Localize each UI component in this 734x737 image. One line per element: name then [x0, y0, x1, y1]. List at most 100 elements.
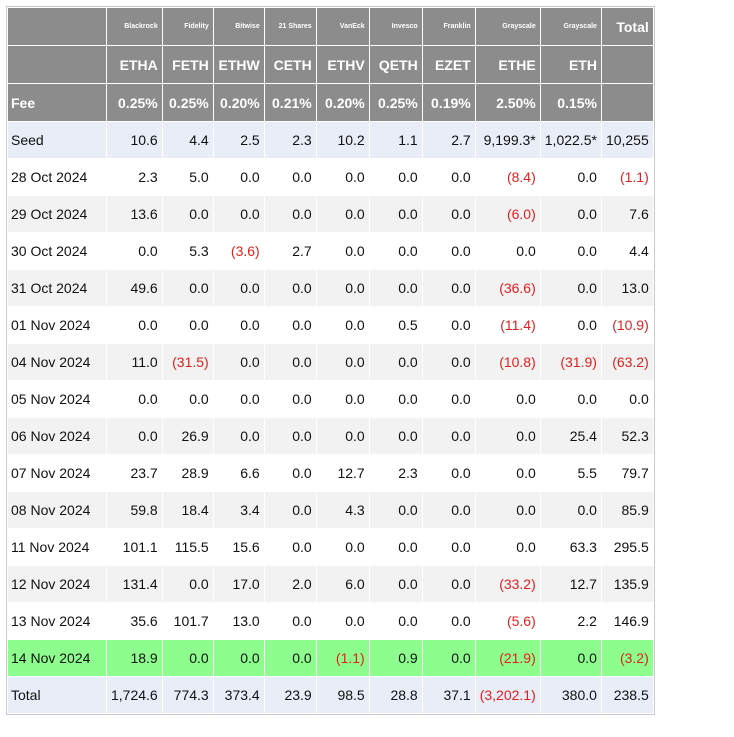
ticker-cell: ETHA [107, 46, 162, 83]
row-total-cell: 10,255 [601, 122, 653, 158]
flow-cell: 0.0 [213, 381, 264, 417]
flow-cell: 0.0 [540, 270, 601, 306]
row-total-cell: (10.9) [601, 307, 653, 343]
ticker-cell: ETHE [475, 46, 540, 83]
ticker-cell: ETHW [213, 46, 264, 83]
flow-cell: 0.0 [422, 603, 475, 639]
table-row: 14 Nov 2024 18.9 0.0 0.0 0.0 (1.1) 0.9 0.0 (21.9… [8, 640, 653, 676]
flow-cell: 0.0 [264, 196, 316, 232]
row-label: 07 Nov 2024 [8, 455, 106, 491]
flow-cell: 2.0 [264, 566, 316, 602]
table-row: 05 Nov 2024 0.0 0.0 0.0 0.0 0.0 0.0 0.0 0.0 0.0 0.… [8, 381, 653, 417]
issuer-cell: Grayscale [475, 8, 540, 45]
flow-cell: 0.0 [422, 344, 475, 380]
flow-cell: 0.0 [540, 233, 601, 269]
ticker-header-row: ETHA FETH ETHW CETH ETHV QETH EZET ETHE … [8, 46, 653, 83]
flow-cell: 0.0 [264, 344, 316, 380]
flow-cell: 0.0 [264, 159, 316, 195]
fee-cell: 0.15% [540, 84, 601, 121]
row-label: Seed [8, 122, 106, 158]
flow-cell: 13.0 [213, 603, 264, 639]
flow-cell: 17.0 [213, 566, 264, 602]
flows-table-body: Seed 10.6 4.4 2.5 2.3 10.2 1.1 2.7 9,199.3* 1,022… [8, 122, 653, 713]
fee-cell: 0.19% [422, 84, 475, 121]
flow-cell: 0.0 [316, 381, 369, 417]
flow-cell: (5.6) [475, 603, 540, 639]
flow-cell: 373.4 [213, 677, 264, 713]
fee-cell-empty [601, 84, 653, 121]
flow-cell: 131.4 [107, 566, 162, 602]
flow-cell: 0.0 [475, 455, 540, 491]
flow-cell: 0.0 [316, 603, 369, 639]
seed-row: Seed 10.6 4.4 2.5 2.3 10.2 1.1 2.7 9,199.3* 1,022… [8, 122, 653, 158]
flow-cell: 0.0 [316, 529, 369, 565]
fee-cell: 0.21% [264, 84, 316, 121]
flow-cell: (6.0) [475, 196, 540, 232]
total-column-header: Total [601, 8, 653, 45]
flow-cell: 0.0 [162, 381, 213, 417]
flow-cell: 0.0 [422, 307, 475, 343]
flow-cell: 5.5 [540, 455, 601, 491]
flow-cell: 0.0 [475, 381, 540, 417]
fee-cell: 2.50% [475, 84, 540, 121]
flow-cell: 0.0 [422, 566, 475, 602]
flow-cell: 2.5 [213, 122, 264, 158]
flow-cell: 18.9 [107, 640, 162, 676]
flow-cell: 0.0 [540, 159, 601, 195]
flow-cell: 0.0 [264, 640, 316, 676]
issuer-cell: Blackrock [107, 8, 162, 45]
row-total-cell: (3.2) [601, 640, 653, 676]
flow-cell: (1.1) [316, 640, 369, 676]
fee-label: Fee [8, 84, 106, 121]
flow-cell: 0.0 [316, 418, 369, 454]
flow-cell: (11.4) [475, 307, 540, 343]
flow-cell: 0.0 [107, 418, 162, 454]
flow-cell: 0.0 [316, 196, 369, 232]
flow-cell: 0.0 [213, 159, 264, 195]
flow-cell: 0.0 [369, 344, 422, 380]
flow-cell: 0.0 [264, 603, 316, 639]
table-row: 07 Nov 2024 23.7 28.9 6.6 0.0 12.7 2.3 0.0 0.0 5.… [8, 455, 653, 491]
flow-cell: 0.0 [162, 307, 213, 343]
flow-cell: (31.5) [162, 344, 213, 380]
flow-cell: 0.0 [264, 307, 316, 343]
flow-cell: 0.0 [422, 381, 475, 417]
flow-cell: 0.0 [369, 381, 422, 417]
flow-cell: 0.0 [422, 640, 475, 676]
table-row: 12 Nov 2024 131.4 0.0 17.0 2.0 6.0 0.0 0.0 (33.2… [8, 566, 653, 602]
flow-cell: 2.2 [540, 603, 601, 639]
table-row: 28 Oct 2024 2.3 5.0 0.0 0.0 0.0 0.0 0.0 (8.4) 0.0… [8, 159, 653, 195]
flow-cell: 2.3 [369, 455, 422, 491]
flow-cell: 35.6 [107, 603, 162, 639]
flow-cell: 0.0 [213, 270, 264, 306]
row-total-cell: (63.2) [601, 344, 653, 380]
issuer-header-row: Blackrock Fidelity Bitwise 21 Shares Van… [8, 8, 653, 45]
flow-cell: (31.9) [540, 344, 601, 380]
ticker-cell: QETH [369, 46, 422, 83]
flow-cell: 0.0 [107, 233, 162, 269]
flow-cell: 28.9 [162, 455, 213, 491]
fee-cell: 0.25% [369, 84, 422, 121]
flow-cell: 10.2 [316, 122, 369, 158]
flow-cell: 0.0 [369, 603, 422, 639]
flow-cell: 0.0 [369, 418, 422, 454]
flow-cell: (33.2) [475, 566, 540, 602]
fee-cell: 0.20% [213, 84, 264, 121]
flow-cell: 0.0 [422, 233, 475, 269]
flow-cell: 23.9 [264, 677, 316, 713]
row-label: 14 Nov 2024 [8, 640, 106, 676]
flow-cell: (8.4) [475, 159, 540, 195]
flow-cell: 774.3 [162, 677, 213, 713]
flow-cell: 380.0 [540, 677, 601, 713]
flow-cell: 0.0 [475, 529, 540, 565]
ticker-cell: CETH [264, 46, 316, 83]
flow-cell: 28.8 [369, 677, 422, 713]
flow-cell: 15.6 [213, 529, 264, 565]
flow-cell: 9,199.3* [475, 122, 540, 158]
issuer-cell: 21 Shares [264, 8, 316, 45]
flow-cell: 0.0 [107, 381, 162, 417]
row-total-cell: 295.5 [601, 529, 653, 565]
flow-cell: 0.0 [540, 196, 601, 232]
flow-cell: 0.9 [369, 640, 422, 676]
flow-cell: 0.0 [369, 529, 422, 565]
